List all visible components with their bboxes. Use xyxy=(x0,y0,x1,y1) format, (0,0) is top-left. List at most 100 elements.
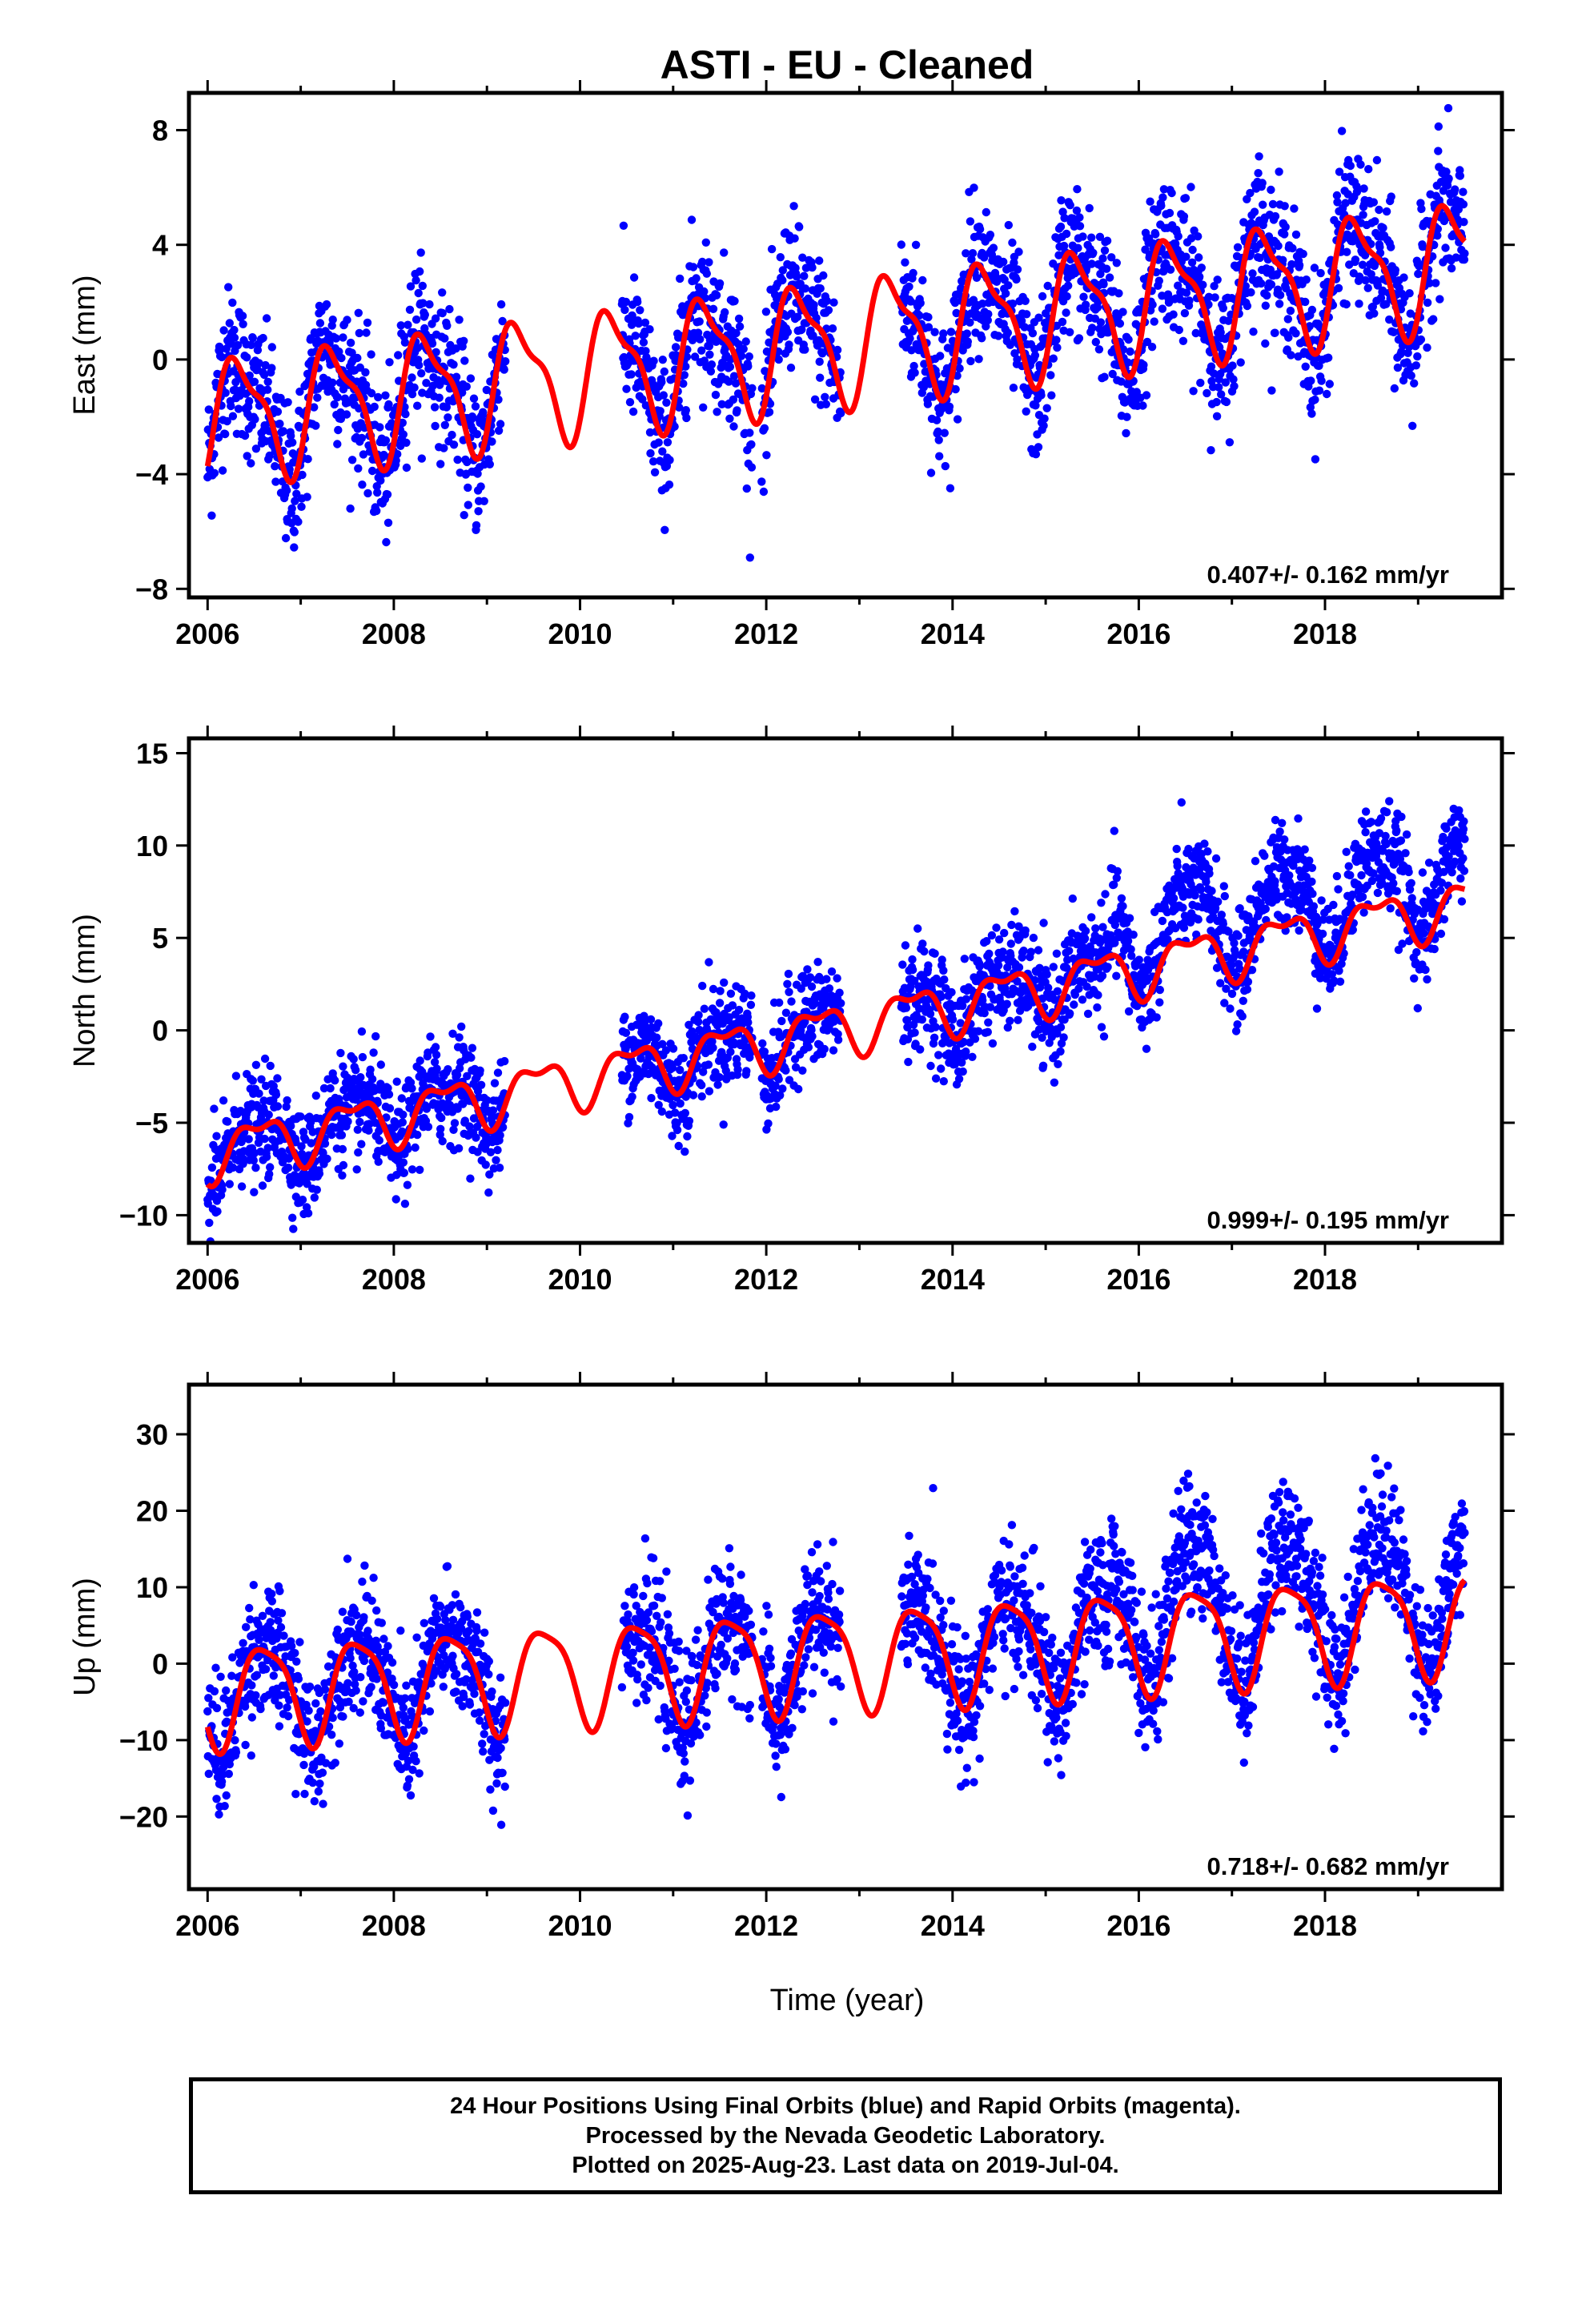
east-point xyxy=(682,413,691,423)
east-point xyxy=(383,490,392,499)
east-point xyxy=(1255,253,1264,263)
east-point xyxy=(1030,351,1040,360)
east-point xyxy=(946,328,956,336)
north-point xyxy=(758,1039,767,1048)
east-point xyxy=(1204,300,1213,309)
east-point xyxy=(627,370,636,379)
east-point xyxy=(219,326,228,335)
east-point xyxy=(1407,371,1415,380)
north-point xyxy=(481,1160,490,1169)
east-point xyxy=(1413,352,1422,361)
east-point xyxy=(1199,280,1207,289)
north-point xyxy=(1243,977,1253,987)
east-point xyxy=(783,328,793,336)
north-point xyxy=(411,1143,420,1152)
east-point xyxy=(911,240,921,249)
north-point xyxy=(1205,869,1214,879)
east-point xyxy=(410,383,419,392)
north-point xyxy=(476,1080,486,1090)
north-point xyxy=(918,939,927,948)
north-point xyxy=(1235,964,1244,973)
east-point xyxy=(833,345,842,355)
east-point xyxy=(488,437,496,446)
north-point xyxy=(776,1091,785,1100)
east-point xyxy=(717,400,726,408)
north-point xyxy=(1112,971,1121,980)
north-point xyxy=(931,1023,940,1031)
east-point xyxy=(267,343,276,352)
north-point xyxy=(1200,839,1209,848)
east-point xyxy=(480,497,488,505)
north-point xyxy=(992,923,1001,932)
north-point xyxy=(1006,939,1016,948)
east-point xyxy=(675,403,684,412)
east-point xyxy=(496,420,505,428)
east-point xyxy=(417,369,426,378)
east-point xyxy=(693,328,703,337)
north-point xyxy=(628,1092,636,1101)
north-point xyxy=(747,991,756,1000)
east-point xyxy=(1102,236,1112,245)
east-x-tick-label: 2008 xyxy=(362,617,426,650)
east-point xyxy=(1207,362,1216,371)
north-point xyxy=(444,1065,452,1074)
east-point xyxy=(980,253,989,262)
east-point xyxy=(939,329,948,338)
north-point xyxy=(467,1053,476,1062)
east-point xyxy=(1094,345,1104,354)
north-point xyxy=(1203,847,1212,856)
east-point xyxy=(1284,333,1293,342)
north-point xyxy=(400,1168,408,1177)
east-point xyxy=(355,328,363,338)
north-point xyxy=(315,1169,324,1178)
east-point xyxy=(634,319,643,328)
north-point xyxy=(1329,900,1338,910)
north-point xyxy=(978,995,987,1005)
east-point xyxy=(661,525,669,534)
north-point xyxy=(772,1102,781,1112)
east-point xyxy=(720,248,729,257)
east-point xyxy=(379,450,388,460)
north-point xyxy=(654,1100,663,1110)
east-point xyxy=(1410,379,1419,388)
east-point xyxy=(620,305,629,315)
east-point xyxy=(1382,207,1391,216)
east-point xyxy=(994,332,1003,340)
east-point xyxy=(962,329,972,338)
east-point xyxy=(415,360,424,370)
north-point xyxy=(366,1065,375,1074)
east-point xyxy=(909,361,918,371)
east-point xyxy=(828,324,837,333)
east-point xyxy=(239,320,247,328)
east-point xyxy=(1323,389,1331,399)
east-point xyxy=(335,347,343,356)
north-point xyxy=(384,1090,394,1099)
east-point xyxy=(1271,328,1279,337)
north-point xyxy=(205,1218,214,1228)
east-point xyxy=(290,543,299,552)
north-point xyxy=(223,1117,232,1126)
east-point xyxy=(496,300,506,309)
east-point xyxy=(1280,202,1289,211)
north-point xyxy=(713,1080,722,1089)
north-point xyxy=(937,992,946,1001)
north-point xyxy=(1275,827,1284,836)
east-point xyxy=(1182,288,1191,297)
north-point xyxy=(778,1084,787,1093)
north-point xyxy=(239,1155,248,1164)
east-point xyxy=(381,391,390,400)
east-point xyxy=(1229,375,1238,384)
east-point xyxy=(1310,263,1319,272)
east-point xyxy=(363,489,372,498)
east-point xyxy=(440,334,449,343)
east-point xyxy=(934,436,943,444)
east-point xyxy=(732,328,741,338)
north-point xyxy=(901,941,910,950)
north-point xyxy=(693,1017,703,1027)
east-point xyxy=(1021,296,1030,305)
north-point xyxy=(958,1067,967,1076)
east-point xyxy=(469,394,479,403)
east-point xyxy=(767,244,777,254)
north-point xyxy=(416,1165,424,1175)
east-point xyxy=(1263,291,1271,300)
